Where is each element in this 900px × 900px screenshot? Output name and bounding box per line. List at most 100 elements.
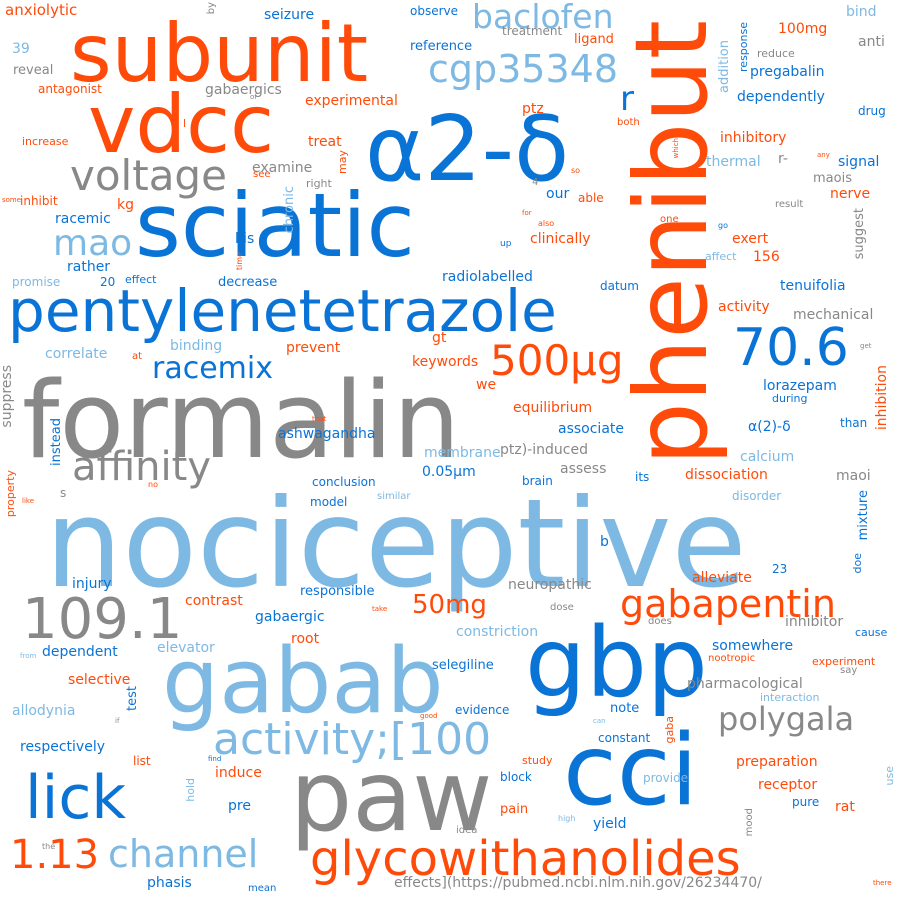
word-activity: activity bbox=[718, 299, 770, 315]
word-nootropic: nootropic bbox=[708, 653, 756, 664]
word-phasis: phasis bbox=[147, 875, 192, 891]
word-by: by bbox=[206, 2, 217, 15]
word-there: there bbox=[873, 879, 892, 887]
word-kg: kg bbox=[117, 197, 134, 213]
word-for: for bbox=[522, 209, 532, 217]
word-gabaergic: gabaergic bbox=[255, 609, 325, 625]
word-membrane: membrane bbox=[424, 445, 501, 461]
word-go: go bbox=[718, 221, 728, 230]
word-thermal: thermal bbox=[706, 154, 761, 170]
word-so: so bbox=[571, 166, 581, 175]
word-addition: addition bbox=[717, 40, 732, 93]
word-clinically: clinically bbox=[530, 231, 591, 247]
word-during: during bbox=[772, 392, 808, 405]
word-4: 4 bbox=[532, 177, 539, 188]
word-treat: treat bbox=[308, 134, 342, 150]
word-idea: idea bbox=[456, 825, 478, 836]
word-pregabalin: pregabalin bbox=[750, 64, 825, 80]
word-conclusion: conclusion bbox=[312, 475, 376, 489]
word-treatment: treatment bbox=[502, 24, 563, 38]
word-we: we bbox=[476, 377, 497, 393]
word-correlate: correlate bbox=[45, 346, 108, 362]
word-similar: similar bbox=[377, 491, 411, 502]
word-phenibut: phenibut bbox=[613, 20, 730, 466]
word-experiment: experiment bbox=[812, 655, 876, 668]
word-somewhere: somewhere bbox=[712, 638, 794, 654]
word-vdcc: vdcc bbox=[88, 78, 275, 171]
word-some: some bbox=[2, 196, 22, 204]
word-one: one bbox=[660, 214, 679, 225]
word-pain: pain bbox=[500, 802, 529, 817]
word-109-1: 109.1 bbox=[22, 587, 183, 652]
word-pharmacological: pharmacological bbox=[687, 676, 803, 692]
word-reveal: reveal bbox=[13, 63, 54, 78]
word-allodynia: allodynia bbox=[12, 703, 76, 719]
word-antagonist: antagonist bbox=[38, 82, 102, 96]
word-baclofen: baclofen bbox=[472, 0, 614, 36]
word-dependent: dependent bbox=[42, 644, 118, 660]
word-mao: mao bbox=[53, 223, 133, 264]
word-subunit: subunit bbox=[70, 7, 369, 100]
word-voltage: voltage bbox=[70, 151, 227, 200]
word-instead: instead bbox=[49, 418, 64, 466]
word-50mg: 50mg bbox=[412, 590, 487, 620]
word-ashwagandha: ashwagandha bbox=[278, 426, 376, 442]
word-constriction: constriction bbox=[456, 624, 539, 640]
word-dissociation: dissociation bbox=[685, 467, 768, 483]
word-alpha2-delta: α2-δ bbox=[365, 97, 570, 202]
word-l: l bbox=[183, 117, 187, 130]
word-time: time bbox=[235, 252, 244, 271]
word-mixture: mixture bbox=[856, 490, 871, 541]
word-neuropathic: neuropathic bbox=[508, 577, 592, 593]
word-yield: yield bbox=[593, 816, 627, 832]
word-from: from bbox=[20, 652, 37, 660]
word-up: up bbox=[500, 239, 512, 249]
word-elevator: elevator bbox=[157, 640, 215, 656]
word-suggest: suggest bbox=[852, 208, 867, 260]
word-0-05um: 0.05μm bbox=[422, 464, 476, 480]
word-glycowithanolides: glycowithanolides bbox=[310, 831, 741, 887]
word-gaba: gaba bbox=[663, 716, 676, 744]
word-pre: pre bbox=[228, 798, 251, 814]
word-say: say bbox=[840, 665, 858, 676]
word-70-6: 70.6 bbox=[733, 318, 849, 378]
word-sciatic: sciatic bbox=[135, 174, 415, 277]
word-anxiolytic: anxiolytic bbox=[5, 1, 78, 19]
word-39: 39 bbox=[12, 41, 30, 57]
word-datum: datum bbox=[600, 279, 639, 293]
word-root: root bbox=[291, 631, 320, 647]
word-maoi: maoi bbox=[836, 468, 871, 484]
word-equilibrium: equilibrium bbox=[513, 400, 593, 416]
word-seizure: seizure bbox=[264, 7, 315, 23]
word-binding: binding bbox=[170, 338, 223, 354]
word-observe: observe bbox=[410, 4, 459, 18]
word-reference: reference bbox=[410, 39, 473, 54]
word-156: 156 bbox=[753, 249, 780, 265]
word-gabapentin: gabapentin bbox=[620, 582, 836, 626]
word-cci: cci bbox=[563, 714, 698, 828]
word-cause: cause bbox=[855, 626, 888, 639]
word-lorazepam: lorazepam bbox=[763, 378, 837, 394]
word-respectively: respectively bbox=[20, 739, 106, 755]
word-disorder: disorder bbox=[732, 489, 782, 503]
word-does: does bbox=[648, 616, 672, 627]
word-pure: pure bbox=[792, 795, 820, 809]
word-calcium: calcium bbox=[740, 449, 795, 465]
word-anti: anti bbox=[858, 34, 885, 50]
word-constant: constant bbox=[598, 731, 651, 745]
word-kis: kis bbox=[235, 231, 255, 247]
word-ligand: ligand bbox=[574, 32, 614, 47]
word-paw: paw bbox=[290, 740, 493, 854]
word-gabab: gabab bbox=[162, 629, 444, 734]
word-prevent: prevent bbox=[286, 340, 341, 356]
word-use: use bbox=[883, 766, 896, 786]
word-cgp35348: cgp35348 bbox=[428, 47, 619, 91]
word-lick: lick bbox=[25, 763, 127, 833]
word-1-13: 1.13 bbox=[10, 832, 100, 878]
word-s: s bbox=[60, 486, 67, 500]
word-effect: effect bbox=[125, 273, 157, 286]
word-drug: drug bbox=[858, 104, 886, 118]
word-r-dash: r- bbox=[778, 151, 788, 167]
word-evidence: evidence bbox=[455, 703, 510, 717]
